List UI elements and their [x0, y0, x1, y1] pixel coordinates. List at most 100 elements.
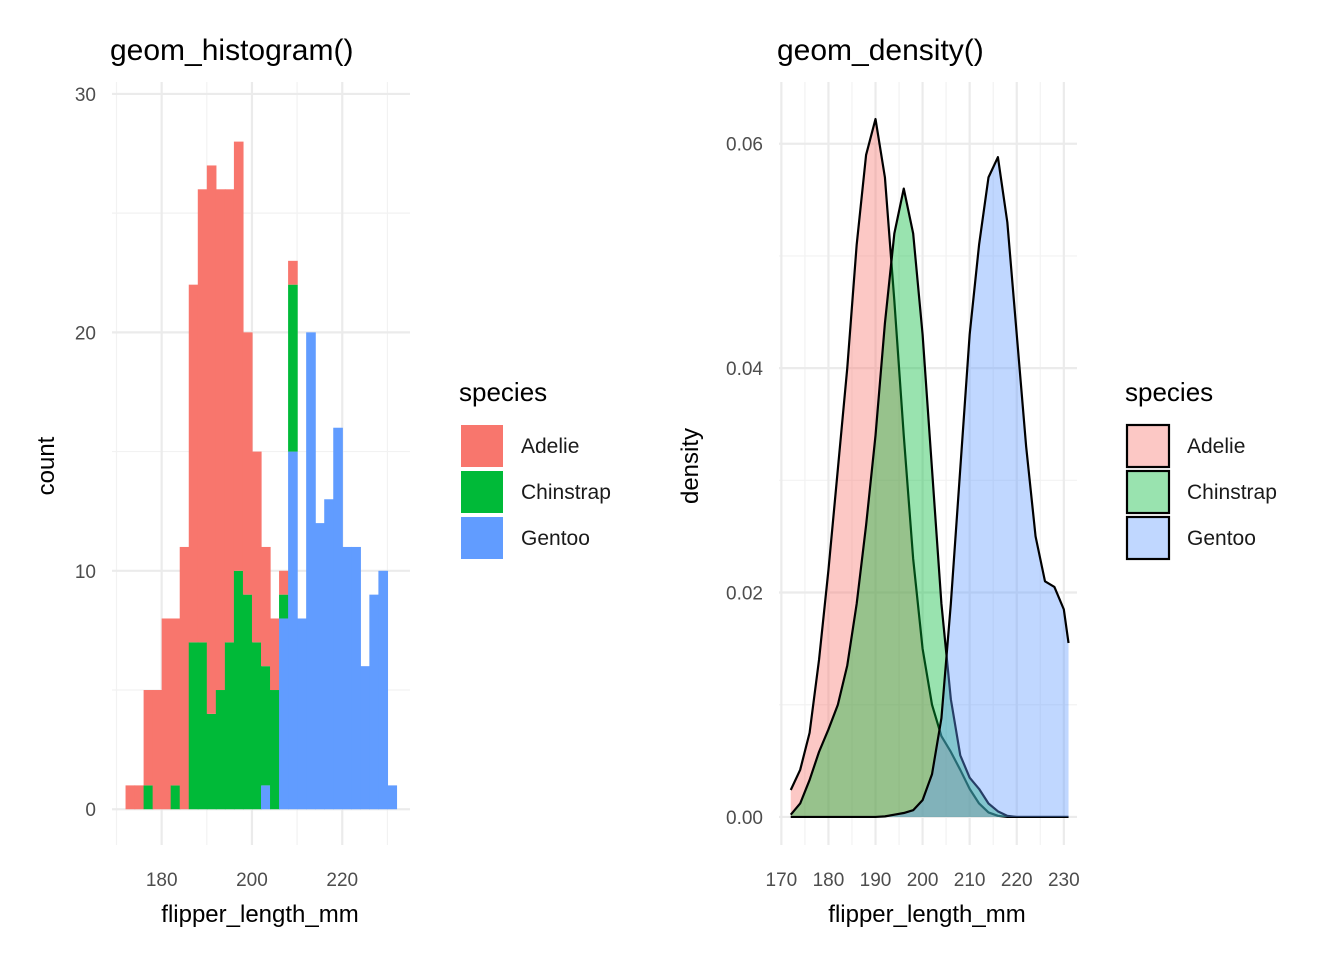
- density-x-tick-label: 230: [1048, 870, 1080, 891]
- density-curve-chinstrap: [789, 187, 1069, 819]
- density-y-tick-label: 0.02: [726, 584, 763, 605]
- legend-key-gentoo: [461, 517, 503, 559]
- histogram-x-ticks: 180 200 220: [146, 870, 358, 891]
- legend-label-gentoo: Gentoo: [1187, 527, 1256, 550]
- histogram-bar-chinstrap: [242, 594, 253, 810]
- histogram-bar-gentoo: [360, 666, 370, 810]
- histogram-bar-adelie: [233, 141, 244, 571]
- histogram-x-tick-label: 200: [236, 870, 268, 891]
- density-y-tick-label: 0.06: [726, 135, 763, 156]
- histogram-y-axis-label: count: [33, 436, 60, 495]
- histogram-bar-adelie: [242, 332, 253, 595]
- histogram-x-tick-label: 220: [326, 870, 358, 891]
- density-legend: species Adelie Chinstrap Gentoo: [1125, 377, 1277, 561]
- histogram-bar-gentoo: [333, 427, 343, 810]
- histogram-bar-gentoo: [315, 523, 325, 810]
- legend-key-adelie: [461, 425, 503, 467]
- density-area-chinstrap: [790, 188, 1069, 817]
- density-x-tick-label: 170: [766, 870, 798, 891]
- histogram-x-tick-label: 180: [146, 870, 178, 891]
- histogram-bar-chinstrap: [188, 642, 199, 810]
- histogram-bar-adelie: [152, 690, 163, 810]
- histogram-bar-chinstrap: [261, 666, 271, 786]
- density-y-tick-label: 0.04: [726, 359, 763, 380]
- density-legend-title: species: [1125, 377, 1213, 407]
- legend-key-chinstrap: [1125, 469, 1171, 515]
- histogram-bar-adelie: [270, 618, 280, 691]
- legend-label-chinstrap: Chinstrap: [521, 481, 611, 504]
- legend-label-adelie: Adelie: [521, 435, 579, 458]
- histogram-bar-adelie: [125, 785, 136, 810]
- legend-key-chinstrap: [461, 471, 503, 513]
- histogram-bar-gentoo: [369, 594, 379, 810]
- legend-label-gentoo: Gentoo: [521, 527, 590, 550]
- histogram-bar-gentoo: [387, 785, 398, 810]
- histogram-bar-gentoo: [297, 618, 307, 810]
- histogram-bar-chinstrap: [288, 284, 298, 452]
- legend-label-chinstrap: Chinstrap: [1187, 481, 1277, 504]
- histogram-legend: species Adelie Chinstrap Gentoo: [459, 377, 611, 559]
- histogram-y-ticks: 0 10 20 30: [75, 85, 96, 821]
- histogram-bar-adelie: [143, 690, 154, 786]
- legend-key-adelie: [1125, 423, 1171, 469]
- density-area-gentoo: [790, 157, 1069, 817]
- density-panel: geom_density() 170 180 190 200 210 220 230 0.0…: [677, 34, 1277, 928]
- density-curve-gentoo: [790, 156, 1070, 819]
- histogram-y-tick-label: 20: [75, 323, 96, 344]
- histogram-y-tick-label: 30: [75, 85, 96, 106]
- histogram-bar-gentoo: [261, 785, 271, 810]
- density-y-axis-label: density: [677, 428, 704, 504]
- histogram-bar-adelie: [251, 451, 262, 643]
- density-x-tick-label: 210: [954, 870, 986, 891]
- density-x-axis-label: flipper_length_mm: [828, 901, 1025, 928]
- histogram-bar-chinstrap: [206, 713, 217, 810]
- histogram-bar-gentoo: [324, 499, 334, 810]
- histogram-bar-adelie: [279, 570, 289, 595]
- legend-key-gentoo: [1125, 515, 1171, 561]
- density-areas: [789, 117, 1070, 819]
- histogram-bar-chinstrap: [279, 594, 289, 619]
- density-x-tick-label: 180: [813, 870, 845, 891]
- histogram-bar-chinstrap: [251, 642, 262, 810]
- histogram-title: geom_histogram(): [110, 34, 353, 67]
- density-x-ticks: 170 180 190 200 210 220 230: [766, 870, 1080, 891]
- histogram-bar-adelie: [197, 189, 208, 643]
- density-x-tick-label: 200: [907, 870, 939, 891]
- histogram-y-tick-label: 10: [75, 562, 96, 583]
- density-grid: [779, 82, 1077, 845]
- histogram-legend-title: species: [459, 377, 547, 407]
- histogram-bar-chinstrap: [170, 785, 181, 810]
- histogram-bar-adelie: [288, 260, 298, 285]
- histogram-bar-chinstrap: [224, 642, 235, 810]
- histogram-bar-adelie: [179, 546, 190, 810]
- histogram-bar-adelie: [261, 546, 271, 667]
- histogram-bar-gentoo: [288, 451, 298, 810]
- histogram-bars: [125, 141, 398, 810]
- histogram-bar-gentoo: [351, 546, 361, 810]
- density-x-tick-label: 190: [860, 870, 892, 891]
- histogram-bar-gentoo: [306, 332, 316, 810]
- histogram-bar-adelie: [188, 284, 199, 643]
- density-area-adelie: [790, 119, 1069, 817]
- histogram-bar-gentoo: [378, 570, 389, 810]
- histogram-y-tick-label: 0: [85, 800, 96, 821]
- histogram-bar-chinstrap: [215, 690, 226, 810]
- histogram-bar-chinstrap: [270, 690, 280, 810]
- density-y-ticks: 0.00 0.02 0.04 0.06: [726, 135, 763, 829]
- histogram-bar-adelie: [206, 165, 217, 714]
- legend-label-adelie: Adelie: [1187, 435, 1245, 458]
- histogram-bar-gentoo: [342, 546, 352, 810]
- histogram-bar-chinstrap: [197, 642, 208, 810]
- density-title: geom_density(): [777, 34, 984, 67]
- density-x-tick-label: 220: [1001, 870, 1033, 891]
- histogram-bar-adelie: [170, 618, 181, 786]
- histogram-panel: geom_histogram() 180 200 220 0 10 20 30 flipp…: [33, 34, 611, 928]
- histogram-bar-adelie: [215, 189, 226, 691]
- density-y-tick-label: 0.00: [726, 808, 763, 829]
- histogram-bar-adelie: [161, 618, 172, 810]
- histogram-x-axis-label: flipper_length_mm: [161, 901, 358, 928]
- histogram-bar-chinstrap: [143, 785, 154, 810]
- histogram-bar-gentoo: [279, 618, 289, 810]
